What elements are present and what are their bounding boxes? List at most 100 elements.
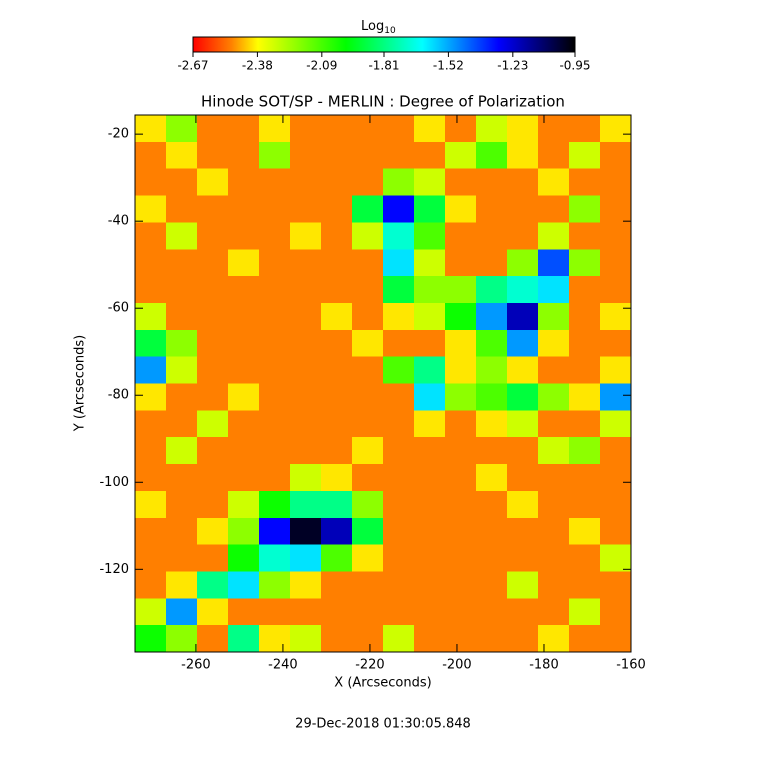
heatmap-cell xyxy=(538,464,570,492)
heatmap-cell xyxy=(321,168,353,197)
heatmap-cell xyxy=(538,544,570,572)
heatmap-cell xyxy=(197,464,229,492)
heatmap-cell xyxy=(476,249,508,277)
heatmap-cell xyxy=(290,571,322,599)
heatmap-cell xyxy=(414,383,446,411)
heatmap-cell xyxy=(352,437,384,465)
heatmap-cell xyxy=(600,356,632,384)
heatmap-cell xyxy=(135,437,167,465)
heatmap-cell xyxy=(600,249,632,277)
heatmap-cell xyxy=(600,329,632,358)
heatmap-cell xyxy=(383,276,415,304)
heatmap-cell xyxy=(290,168,322,197)
heatmap-cell xyxy=(259,329,291,358)
heatmap-cell xyxy=(445,195,477,223)
heatmap-cell xyxy=(507,625,539,653)
heatmap-cell xyxy=(290,464,322,492)
heatmap-cell xyxy=(383,383,415,411)
heatmap-cell xyxy=(352,571,384,599)
heatmap-cell xyxy=(414,276,446,304)
heatmap-cell xyxy=(600,276,632,304)
heatmap-cell xyxy=(228,302,260,331)
x-tick-label: -240 xyxy=(268,658,298,673)
heatmap-cell xyxy=(507,302,539,331)
heatmap-cell xyxy=(197,410,229,438)
heatmap-cell xyxy=(414,222,446,250)
heatmap-cell xyxy=(352,168,384,197)
heatmap-cell xyxy=(445,115,477,143)
heatmap-cell xyxy=(197,276,229,304)
heatmap-cell xyxy=(445,141,477,170)
heatmap-cell xyxy=(445,544,477,572)
heatmap-cell xyxy=(259,276,291,304)
chart-title: Hinode SOT/SP - MERLIN : Degree of Polar… xyxy=(201,93,565,111)
heatmap-cell xyxy=(476,276,508,304)
heatmap-cell xyxy=(383,356,415,384)
y-tick-label: -120 xyxy=(99,562,129,577)
heatmap-cell xyxy=(445,410,477,438)
heatmap-cell xyxy=(135,249,167,277)
heatmap-cell xyxy=(197,302,229,331)
heatmap-cell xyxy=(166,464,198,492)
heatmap-cell xyxy=(507,276,539,304)
heatmap-cell xyxy=(290,329,322,358)
heatmap-cell xyxy=(383,168,415,197)
heatmap-cell xyxy=(228,410,260,438)
heatmap-cell xyxy=(507,383,539,411)
heatmap-cell xyxy=(259,168,291,197)
heatmap-cell xyxy=(197,625,229,653)
colorbar-tick-label: -1.23 xyxy=(497,59,528,73)
heatmap-cell xyxy=(290,141,322,170)
heatmap-cell xyxy=(476,490,508,519)
heatmap-cell xyxy=(600,168,632,197)
heatmap-cell xyxy=(383,329,415,358)
heatmap-cell xyxy=(228,571,260,599)
heatmap-cell xyxy=(228,517,260,546)
heatmap-cell xyxy=(538,598,570,626)
heatmap-cell xyxy=(352,115,384,143)
heatmap-cell xyxy=(197,544,229,572)
heatmap-cell xyxy=(445,625,477,653)
y-tick-label: -100 xyxy=(99,475,129,490)
heatmap-cell xyxy=(352,302,384,331)
heatmap-cell xyxy=(228,625,260,653)
heatmap-cell xyxy=(507,598,539,626)
heatmap-cell xyxy=(259,517,291,546)
heatmap-cell xyxy=(352,141,384,170)
heatmap-cell xyxy=(197,356,229,384)
heatmap-cell xyxy=(135,141,167,170)
heatmap-cell xyxy=(259,383,291,411)
heatmap-cell xyxy=(166,598,198,626)
heatmap-cell xyxy=(538,571,570,599)
heatmap-cell xyxy=(228,168,260,197)
heatmap-cell xyxy=(476,141,508,170)
heatmap-cell xyxy=(166,490,198,519)
heatmap-cell xyxy=(352,249,384,277)
heatmap-cell xyxy=(228,383,260,411)
heatmap-cell xyxy=(507,356,539,384)
heatmap-cell xyxy=(352,222,384,250)
heatmap-cell xyxy=(414,464,446,492)
heatmap-cell xyxy=(538,249,570,277)
heatmap-cell xyxy=(166,249,198,277)
heatmap-cell xyxy=(569,168,601,197)
heatmap-cell xyxy=(197,383,229,411)
heatmap-cell xyxy=(228,437,260,465)
heatmap-cell xyxy=(166,195,198,223)
colorbar-label: Log10 xyxy=(361,19,396,36)
heatmap-cell xyxy=(352,544,384,572)
heatmap-cell xyxy=(383,249,415,277)
heatmap-cell xyxy=(321,249,353,277)
heatmap-cell xyxy=(600,598,632,626)
heatmap-cell xyxy=(290,356,322,384)
heatmap-cell xyxy=(228,329,260,358)
x-tick-label: -160 xyxy=(616,658,646,673)
heatmap-cell xyxy=(383,625,415,653)
heatmap-cell xyxy=(507,329,539,358)
heatmap-cell xyxy=(538,302,570,331)
heatmap-cell xyxy=(476,168,508,197)
heatmap-cell xyxy=(197,517,229,546)
heatmap-cell xyxy=(507,571,539,599)
y-tick-label: -80 xyxy=(108,388,129,403)
heatmap-cell xyxy=(197,141,229,170)
